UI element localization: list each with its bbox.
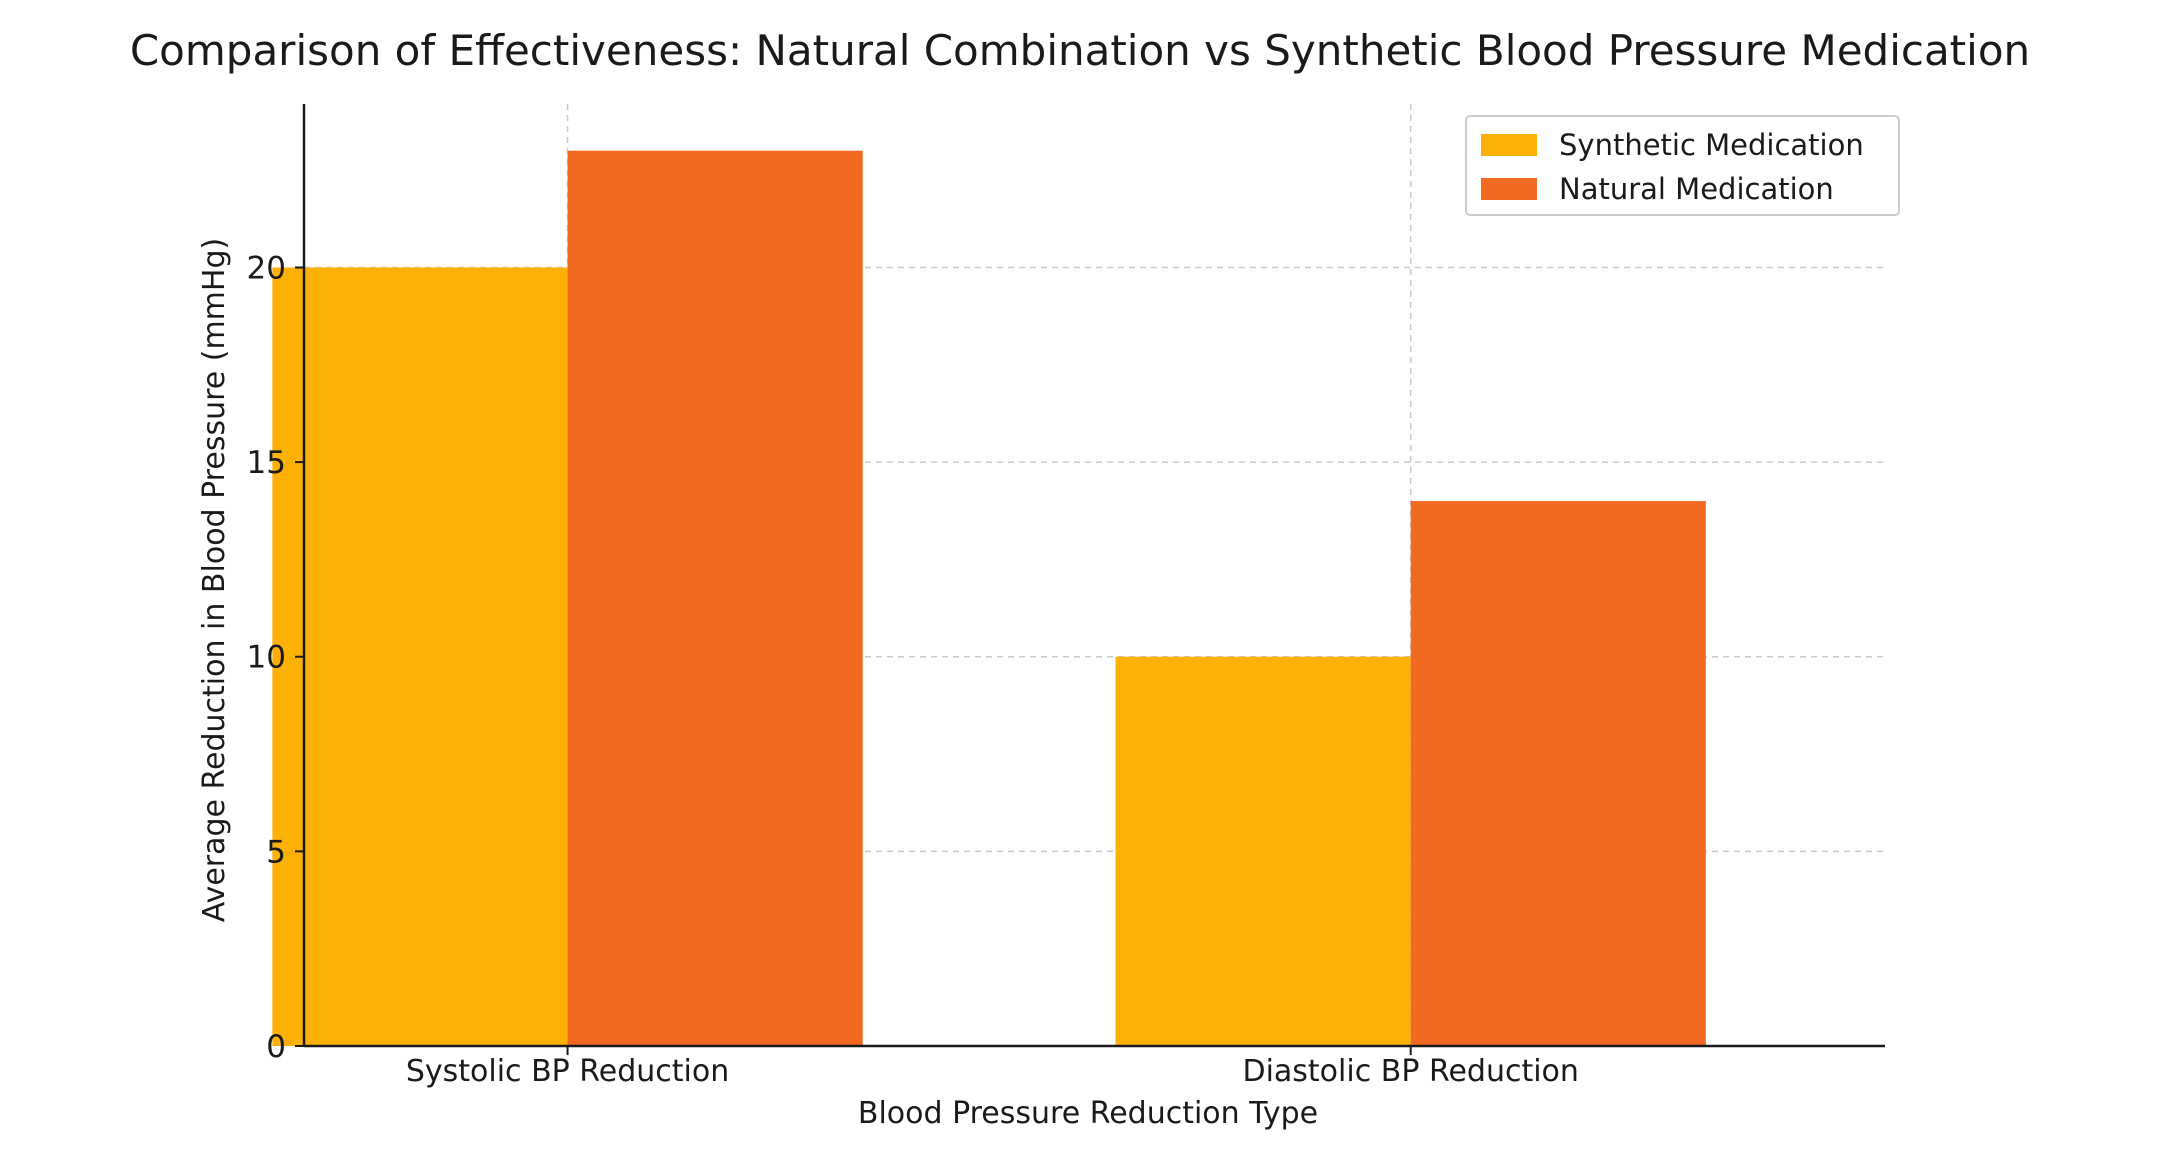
legend-swatch-natural <box>1481 178 1537 200</box>
x-tick-label: Systolic BP Reduction <box>406 1054 729 1089</box>
y-tick-label: 15 <box>247 445 286 481</box>
legend-label-natural: Natural Medication <box>1559 172 1834 206</box>
bar <box>1410 501 1706 1046</box>
legend: Synthetic Medication Natural Medication <box>1465 115 1900 216</box>
bar <box>272 267 568 1046</box>
bars <box>272 150 1706 1046</box>
bar <box>567 150 863 1046</box>
y-axis-title: Average Reduction in Blood Pressure (mmH… <box>197 238 232 922</box>
y-tick-label: 0 <box>266 1029 286 1065</box>
x-axis-title: Blood Pressure Reduction Type <box>858 1096 1318 1131</box>
chart-title: Comparison of Effectiveness: Natural Com… <box>130 26 2030 75</box>
legend-frame <box>1465 115 1900 216</box>
y-tick-label: 5 <box>266 834 286 870</box>
x-tick-label: Diastolic BP Reduction <box>1242 1054 1578 1089</box>
axes <box>295 104 1885 1055</box>
legend-label-synthetic: Synthetic Medication <box>1559 128 1864 162</box>
tick-labels: 0 5 10 15 20 Systolic BP Reduction Diastolic B… <box>247 250 1579 1089</box>
legend-swatch-synthetic <box>1481 134 1537 156</box>
bar <box>1115 656 1411 1046</box>
y-tick-label: 20 <box>247 250 286 286</box>
y-tick-label: 10 <box>247 640 286 676</box>
